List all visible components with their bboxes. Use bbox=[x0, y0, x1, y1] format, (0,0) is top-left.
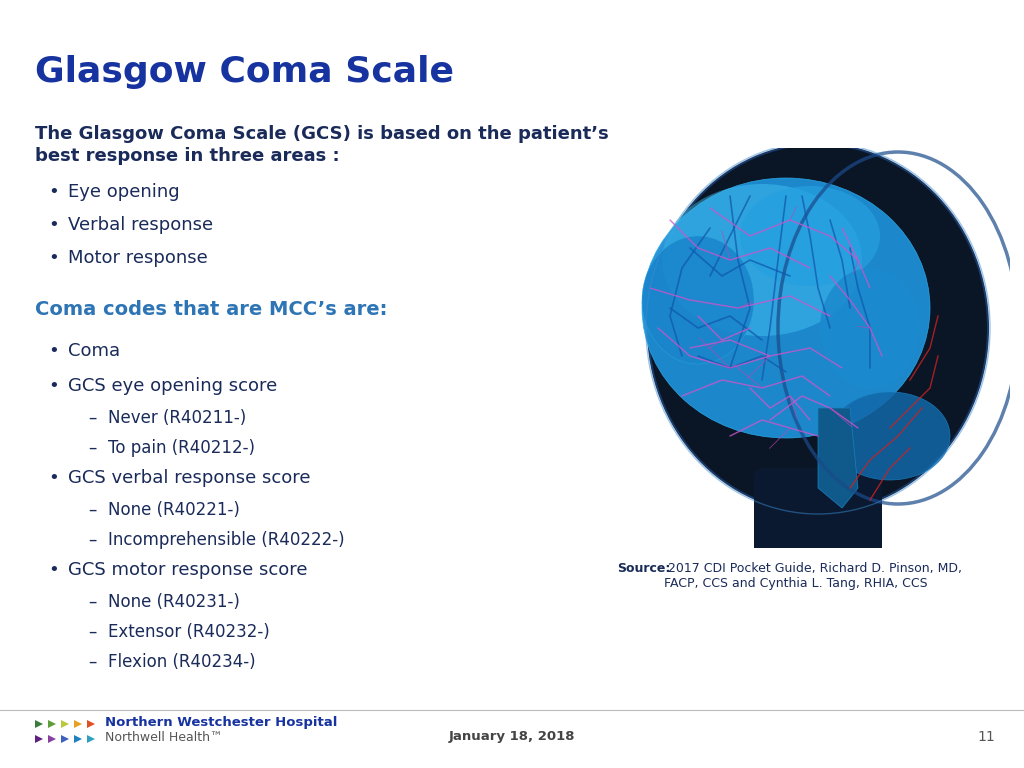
Text: 11: 11 bbox=[977, 730, 995, 744]
Text: –: – bbox=[88, 653, 96, 671]
Ellipse shape bbox=[740, 186, 880, 286]
Text: None (R40221-): None (R40221-) bbox=[108, 501, 240, 519]
Text: Extensor (R40232-): Extensor (R40232-) bbox=[108, 623, 269, 641]
Polygon shape bbox=[61, 720, 69, 728]
Text: Glasgow Coma Scale: Glasgow Coma Scale bbox=[35, 55, 454, 89]
Text: Verbal response: Verbal response bbox=[68, 216, 213, 234]
Text: None (R40231-): None (R40231-) bbox=[108, 593, 240, 611]
Text: •: • bbox=[48, 216, 58, 234]
Text: Eye opening: Eye opening bbox=[68, 183, 179, 201]
Polygon shape bbox=[87, 720, 95, 728]
Text: –: – bbox=[88, 439, 96, 457]
Polygon shape bbox=[35, 720, 43, 728]
Polygon shape bbox=[35, 735, 43, 743]
Ellipse shape bbox=[662, 184, 862, 336]
Text: January 18, 2018: January 18, 2018 bbox=[449, 730, 575, 743]
Polygon shape bbox=[74, 735, 82, 743]
Text: GCS verbal response score: GCS verbal response score bbox=[68, 469, 310, 487]
Text: –: – bbox=[88, 409, 96, 427]
Text: Incomprehensible (R40222-): Incomprehensible (R40222-) bbox=[108, 531, 345, 549]
Text: The Glasgow Coma Scale (GCS) is based on the patient’s: The Glasgow Coma Scale (GCS) is based on… bbox=[35, 125, 608, 143]
Text: –: – bbox=[88, 623, 96, 641]
FancyBboxPatch shape bbox=[754, 468, 882, 556]
Ellipse shape bbox=[642, 178, 930, 438]
Text: •: • bbox=[48, 249, 58, 267]
Ellipse shape bbox=[648, 144, 988, 512]
Text: Motor response: Motor response bbox=[68, 249, 208, 267]
Polygon shape bbox=[48, 720, 56, 728]
Text: 2017 CDI Pocket Guide, Richard D. Pinson, MD,
FACP, CCS and Cynthia L. Tang, RHI: 2017 CDI Pocket Guide, Richard D. Pinson… bbox=[664, 562, 962, 590]
Text: •: • bbox=[48, 377, 58, 395]
Text: Northern Westchester Hospital: Northern Westchester Hospital bbox=[105, 716, 337, 729]
Text: best response in three areas :: best response in three areas : bbox=[35, 147, 340, 165]
Text: Coma: Coma bbox=[68, 342, 120, 360]
Text: •: • bbox=[48, 342, 58, 360]
Polygon shape bbox=[48, 735, 56, 743]
Text: To pain (R40212-): To pain (R40212-) bbox=[108, 439, 255, 457]
Text: Northwell Health™: Northwell Health™ bbox=[105, 731, 222, 744]
Text: •: • bbox=[48, 183, 58, 201]
Polygon shape bbox=[74, 720, 82, 728]
Text: •: • bbox=[48, 469, 58, 487]
Polygon shape bbox=[61, 735, 69, 743]
Ellipse shape bbox=[830, 392, 950, 480]
Polygon shape bbox=[818, 408, 858, 508]
Text: Never (R40211-): Never (R40211-) bbox=[108, 409, 246, 427]
Text: –: – bbox=[88, 593, 96, 611]
Text: GCS eye opening score: GCS eye opening score bbox=[68, 377, 278, 395]
Ellipse shape bbox=[820, 268, 920, 388]
Text: GCS motor response score: GCS motor response score bbox=[68, 561, 307, 579]
Ellipse shape bbox=[642, 236, 754, 364]
Text: –: – bbox=[88, 501, 96, 519]
Text: –: – bbox=[88, 531, 96, 549]
Text: Flexion (R40234-): Flexion (R40234-) bbox=[108, 653, 256, 671]
Polygon shape bbox=[87, 735, 95, 743]
Text: Coma codes that are MCC’s are:: Coma codes that are MCC’s are: bbox=[35, 300, 387, 319]
Text: Source:: Source: bbox=[617, 562, 671, 575]
Text: •: • bbox=[48, 561, 58, 579]
